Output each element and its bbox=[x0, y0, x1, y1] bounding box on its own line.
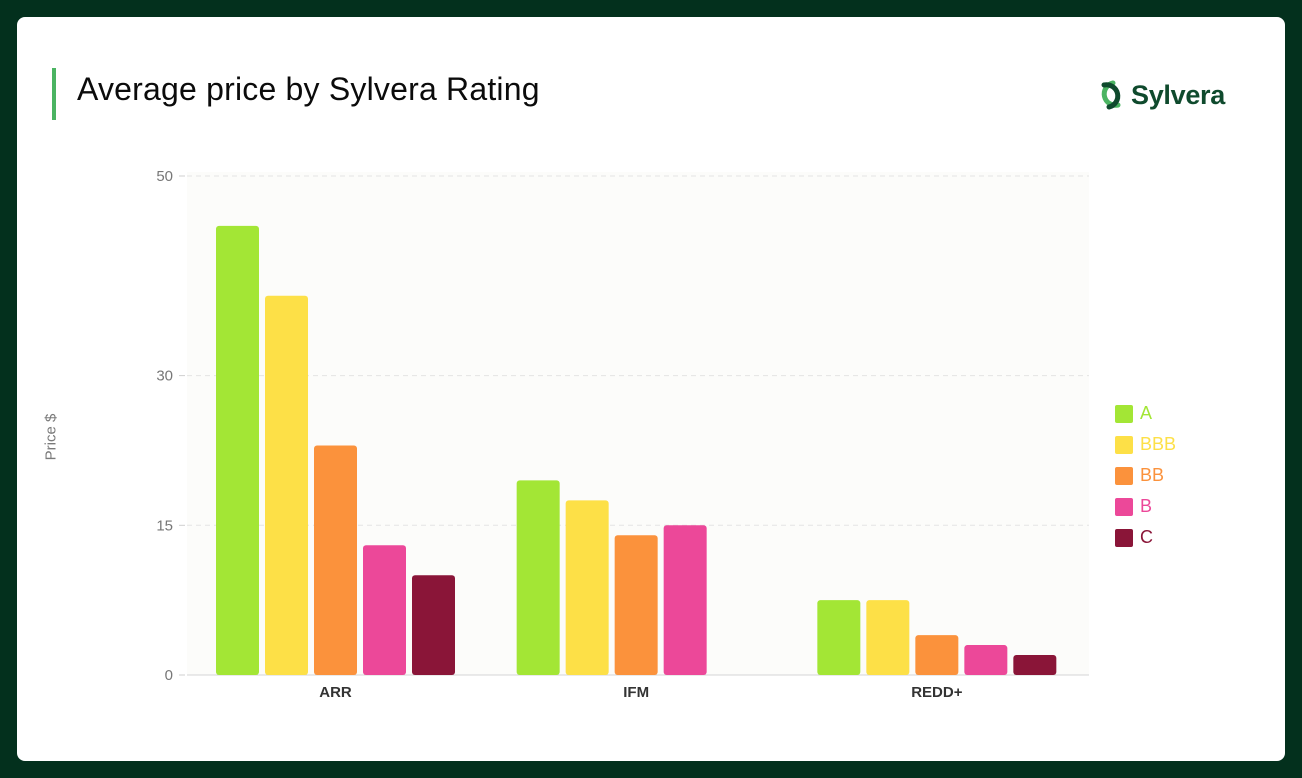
sylvera-logo-text: Sylvera bbox=[1131, 79, 1225, 110]
sylvera-logo: Sylvera bbox=[1097, 75, 1225, 115]
legend-item-bbb: BBB bbox=[1115, 429, 1176, 460]
bar-redd-bb bbox=[915, 635, 959, 675]
y-tick-label: 15 bbox=[156, 517, 173, 534]
y-tick-label: 0 bbox=[165, 667, 173, 684]
legend-swatch bbox=[1115, 466, 1133, 485]
bar-arr-c bbox=[412, 575, 455, 675]
bar-arr-bbb bbox=[265, 295, 308, 675]
bar-redd-a bbox=[817, 600, 861, 675]
bar-arr-b bbox=[363, 545, 406, 675]
legend-item-a: A bbox=[1115, 398, 1176, 429]
legend-swatch bbox=[1115, 528, 1133, 547]
y-tick-label: 30 bbox=[156, 368, 173, 385]
x-tick-label: REDD+ bbox=[911, 684, 963, 701]
chart-legend: A BBB BB B C bbox=[1115, 398, 1176, 553]
legend-swatch bbox=[1115, 435, 1133, 454]
legend-item-c: C bbox=[1115, 522, 1176, 553]
legend-label: B bbox=[1140, 496, 1153, 516]
legend-label: C bbox=[1140, 527, 1153, 547]
bar-ifm-b bbox=[663, 525, 707, 675]
legend-label: BB bbox=[1140, 465, 1165, 485]
bar-ifm-bb bbox=[614, 535, 658, 675]
title-accent-bar bbox=[52, 68, 56, 120]
bar-chart: 0 15 30 50 ARR IFM REDD+ bbox=[156, 168, 1089, 701]
bar-redd-b bbox=[964, 645, 1008, 675]
x-tick-label: ARR bbox=[319, 684, 352, 701]
bar-redd-bbb bbox=[866, 600, 910, 675]
x-tick-label: IFM bbox=[623, 684, 649, 701]
bar-ifm-a bbox=[516, 480, 560, 675]
legend-label: BBB bbox=[1140, 434, 1177, 454]
legend-item-b: B bbox=[1115, 491, 1176, 522]
chart-card: Average price by Sylvera Rating Sylvera … bbox=[17, 17, 1285, 761]
bar-arr-bb bbox=[314, 445, 357, 675]
bar-redd-c bbox=[1013, 655, 1057, 675]
bar-ifm-bbb bbox=[565, 500, 609, 675]
bar-arr-a bbox=[216, 225, 259, 675]
legend-swatch bbox=[1115, 497, 1133, 516]
legend-item-bb: BB bbox=[1115, 460, 1176, 491]
y-tick-label: 50 bbox=[156, 168, 173, 185]
legend-label: A bbox=[1140, 403, 1153, 423]
chart-title: Average price by Sylvera Rating bbox=[77, 71, 540, 107]
legend-swatch bbox=[1115, 404, 1133, 423]
sylvera-logo-icon bbox=[1101, 80, 1121, 110]
